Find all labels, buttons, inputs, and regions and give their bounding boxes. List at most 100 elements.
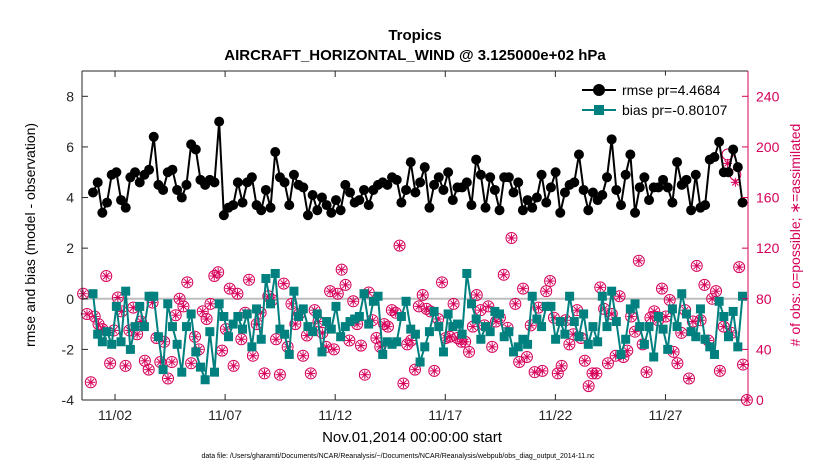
rmse-point [410, 187, 421, 198]
obs-possible-marker [100, 269, 113, 282]
bias-point [481, 322, 491, 332]
bias-point [527, 291, 537, 301]
bias-point [205, 327, 215, 337]
asterisk-stroke [388, 306, 396, 314]
asterisk-stroke [523, 353, 531, 361]
bias-point [102, 327, 112, 337]
bias-point [317, 347, 327, 357]
bias-point [144, 291, 154, 301]
bias-point [308, 327, 318, 337]
rmse-point [237, 197, 248, 208]
bias-point [88, 289, 98, 299]
asterisk-stroke [646, 314, 654, 322]
asterisk-stroke [122, 362, 130, 370]
obs-possible-marker [555, 359, 568, 372]
rmse-point [620, 169, 631, 180]
obs-possible-marker [200, 313, 213, 326]
asterisk-stroke [635, 257, 643, 265]
bias-point [490, 306, 500, 316]
asterisk-stroke [534, 304, 543, 312]
asterisk-stroke [384, 323, 392, 331]
bias-point [579, 309, 589, 319]
rmse-point [354, 195, 365, 206]
bias-point [658, 324, 668, 334]
bias-point [691, 332, 701, 342]
rmse-point [92, 177, 103, 188]
bias-point [135, 301, 145, 311]
obs-assimilated-marker [591, 368, 601, 378]
bias-point [667, 304, 677, 314]
bias-point [621, 334, 631, 344]
asterisk-stroke [141, 357, 149, 365]
rmse-point [461, 177, 472, 188]
asterisk-stroke [531, 368, 539, 376]
bias-point [452, 319, 462, 329]
rmse-point [667, 197, 678, 208]
asterisk-stroke [206, 300, 214, 308]
bias-point [509, 347, 519, 357]
obs-possible-marker [378, 318, 391, 331]
asterisk-stroke [230, 362, 238, 370]
obs-assimilated-marker [657, 284, 667, 294]
obs-assimilated-marker [298, 351, 308, 361]
rmse-point [209, 177, 220, 188]
bias-point [387, 339, 397, 349]
asterisk-stroke [342, 281, 350, 289]
bias-point [158, 365, 168, 375]
bias-point [266, 299, 276, 309]
obs-possible-marker [347, 295, 360, 308]
obs-assimilated-marker [445, 332, 455, 342]
rmse-point [344, 187, 355, 198]
asterisk-stroke [643, 368, 651, 376]
rmse-point [587, 187, 598, 198]
rmse-point [130, 167, 141, 178]
bias-point [695, 304, 705, 314]
obs-assimilated-marker [510, 299, 520, 309]
rmse-point [279, 177, 290, 188]
y-right-tick-label: 240 [756, 88, 780, 104]
obs-assimilated-marker [360, 370, 370, 380]
y-left-tick-label: 0 [66, 291, 74, 307]
asterisk-stroke [191, 333, 199, 341]
obs-possible-marker [258, 367, 271, 380]
rmse-point [471, 154, 482, 165]
asterisk-stroke [469, 323, 477, 331]
rmse-point [737, 197, 748, 208]
bias-point [345, 317, 355, 327]
obs-assimilated-marker [348, 296, 358, 306]
rmse-point [120, 202, 131, 213]
obs-possible-marker [486, 340, 499, 353]
obs-assimilated-marker [371, 333, 381, 343]
obs-assimilated-marker [711, 286, 721, 296]
rmse-series [88, 116, 748, 221]
rmse-point [181, 179, 192, 190]
asterisk-stroke [214, 268, 222, 276]
y-right-tick-label: 40 [756, 341, 772, 357]
bias-point [719, 311, 729, 321]
asterisk-stroke [83, 310, 91, 318]
bias-point [298, 304, 308, 314]
bias-point [434, 322, 444, 332]
bias-point [672, 322, 682, 332]
bias-point [457, 329, 467, 339]
bias-point [401, 296, 411, 306]
bias-point [359, 289, 369, 299]
bias-point [163, 299, 173, 309]
rmse-point [415, 177, 426, 188]
asterisk-stroke [415, 302, 423, 310]
rmse-point [382, 179, 393, 190]
obs-assimilated-marker [418, 290, 428, 300]
asterisk-stroke [102, 272, 110, 280]
rmse-point [307, 190, 318, 201]
bias-point [495, 309, 505, 319]
legend-marker-square [594, 105, 604, 115]
obs-possible-marker [381, 320, 394, 333]
y-axis-right-label: # of obs: o=possible; ∗=assimilated [787, 124, 803, 347]
rmse-point [298, 182, 309, 193]
obs-assimilated-marker [738, 360, 748, 370]
obs-possible-marker [177, 300, 190, 313]
obs-assimilated-marker [499, 270, 509, 280]
bias-point [485, 327, 495, 337]
x-tick-label: 11/02 [98, 407, 132, 423]
obs-assimilated-marker [595, 282, 605, 292]
